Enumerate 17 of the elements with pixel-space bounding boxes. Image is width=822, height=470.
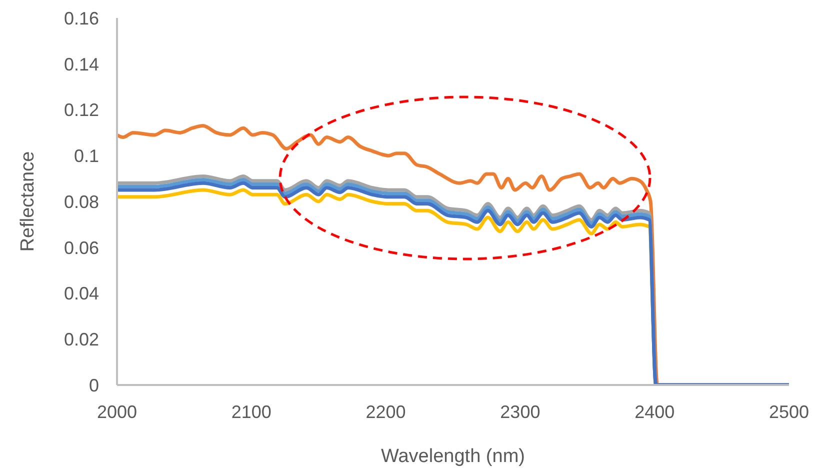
- x-tick-label: 2300: [500, 402, 540, 422]
- x-tick-label: 2200: [366, 402, 406, 422]
- y-tick-label: 0.08: [64, 192, 99, 212]
- y-axis-title: Reflectance: [18, 151, 39, 252]
- x-tick-label: 2500: [768, 402, 810, 422]
- x-tick-label: 2100: [231, 402, 272, 422]
- y-tick-label: 0.14: [64, 54, 99, 74]
- y-tick-label: 0.06: [64, 238, 99, 258]
- x-tick-label: 2400: [634, 402, 675, 422]
- y-tick-label: 0.1: [74, 146, 99, 166]
- x-axis-title: Wavelength (nm): [381, 446, 525, 467]
- y-tick-label: 0.04: [64, 284, 99, 304]
- y-tick-label: 0.02: [64, 330, 99, 350]
- x-tick-label: 2000: [96, 402, 138, 422]
- y-tick-label: 0.12: [64, 100, 99, 120]
- y-tick-label: 0.16: [64, 8, 99, 28]
- y-tick-label: 0: [88, 375, 99, 396]
